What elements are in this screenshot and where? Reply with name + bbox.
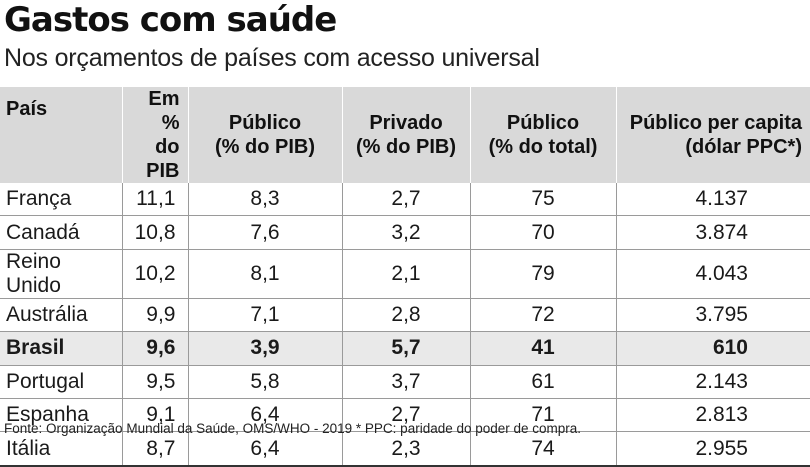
- value-cell: 8,3: [187, 183, 342, 217]
- column-header-line: Privado: [369, 112, 443, 134]
- country-cell: Itália: [0, 431, 122, 467]
- table-row: Itália 8,7 6,4 2,3 74 2.955: [0, 431, 810, 467]
- value-cell: 70: [469, 215, 616, 250]
- value-cell: 2.955: [615, 431, 810, 467]
- value-cell: 4.043: [615, 249, 810, 299]
- country-cell: França: [0, 183, 122, 217]
- value-cell: 7,1: [187, 298, 342, 333]
- value-cell: 5,7: [341, 331, 470, 366]
- value-cell: 2,3: [341, 431, 470, 467]
- value-cell: 3,7: [341, 365, 470, 399]
- column-header-line: (% do PIB): [215, 136, 315, 158]
- value-cell: 8,7: [121, 431, 188, 467]
- value-cell: 74: [469, 431, 616, 467]
- table-row: Brasil 9,6 3,9 5,7 41 610: [0, 331, 810, 366]
- table-row: Portugal 9,5 5,8 3,7 61 2.143: [0, 365, 810, 399]
- country-cell: Portugal: [0, 365, 122, 399]
- value-cell: 4.137: [615, 183, 810, 217]
- value-cell: 8,1: [187, 249, 342, 299]
- value-cell: 6,4: [187, 431, 342, 467]
- value-cell: 3.795: [615, 298, 810, 333]
- table-row: Reino Unido 10,2 8,1 2,1 79 4.043: [0, 249, 810, 299]
- column-header-line: (% do PIB): [356, 136, 456, 158]
- value-cell: 10,2: [121, 249, 188, 299]
- country-cell: Espanha: [0, 398, 122, 433]
- value-cell: 9,5: [121, 365, 188, 399]
- column-header-line: Em %: [148, 88, 180, 134]
- chart-subtitle: Nos orçamentos de países com acesso univ…: [4, 44, 540, 72]
- table-row: Espanha 9,1 6,4 2,7 71 2.813: [0, 398, 810, 433]
- value-cell: 3.874: [615, 215, 810, 250]
- value-cell: 2.143: [615, 365, 810, 399]
- value-cell: 2,8: [341, 298, 470, 333]
- country-cell: Canadá: [0, 215, 122, 250]
- column-header-line: País: [6, 98, 48, 120]
- value-cell: 9,6: [121, 331, 188, 366]
- table-row: França 11,1 8,3 2,7 75 4.137: [0, 183, 810, 217]
- value-cell: 3,2: [341, 215, 470, 250]
- value-cell: 72: [469, 298, 616, 333]
- value-cell: 6,4: [187, 398, 342, 433]
- country-cell: Brasil: [0, 331, 122, 366]
- column-header: País: [0, 87, 122, 183]
- value-cell: 7,6: [187, 215, 342, 250]
- value-cell: 10,8: [121, 215, 188, 250]
- column-header-line: Público: [228, 112, 302, 134]
- value-cell: 61: [469, 365, 616, 399]
- value-cell: 71: [469, 398, 616, 433]
- column-header: Em % do PIB: [121, 87, 188, 183]
- value-cell: 2.813: [615, 398, 810, 433]
- country-cell: Austrália: [0, 298, 122, 333]
- column-header: Privado (% do PIB): [341, 87, 470, 183]
- value-cell: 2,1: [341, 249, 470, 299]
- country-cell: Reino Unido: [0, 249, 122, 299]
- column-header: Público (% do total): [469, 87, 616, 183]
- table-row: Canadá 10,8 7,6 3,2 70 3.874: [0, 215, 810, 250]
- health-spending-table: País Em % do PIB Público (% do PIB) Privado (%…: [0, 87, 810, 467]
- value-cell: 79: [469, 249, 616, 299]
- column-header: Público (% do PIB): [187, 87, 342, 183]
- value-cell: 3,9: [187, 331, 342, 366]
- column-header-line: (dólar PPC*): [685, 136, 802, 158]
- source-note: Fonte: Organização Mundial da Saúde, OMS…: [4, 421, 582, 436]
- value-cell: 610: [615, 331, 810, 366]
- value-cell: 11,1: [121, 183, 188, 217]
- column-header: Público per capita (dólar PPC*): [615, 87, 810, 183]
- column-header-line: (% do total): [488, 136, 598, 158]
- value-cell: 9,9: [121, 298, 188, 333]
- column-header-line: Público per capita: [629, 112, 802, 134]
- column-header-line: Público: [506, 112, 580, 134]
- value-cell: 2,7: [341, 398, 470, 433]
- header-row: País Em % do PIB Público (% do PIB) Privado (%…: [0, 87, 810, 183]
- value-cell: 9,1: [121, 398, 188, 433]
- value-cell: 75: [469, 183, 616, 217]
- chart-title: Gastos com saúde: [4, 0, 337, 40]
- table-row: Austrália 9,9 7,1 2,8 72 3.795: [0, 298, 810, 333]
- value-cell: 41: [469, 331, 616, 366]
- value-cell: 2,7: [341, 183, 470, 217]
- value-cell: 5,8: [187, 365, 342, 399]
- table-header: País Em % do PIB Público (% do PIB) Privado (%…: [0, 87, 810, 183]
- column-header-line: do PIB: [146, 136, 180, 182]
